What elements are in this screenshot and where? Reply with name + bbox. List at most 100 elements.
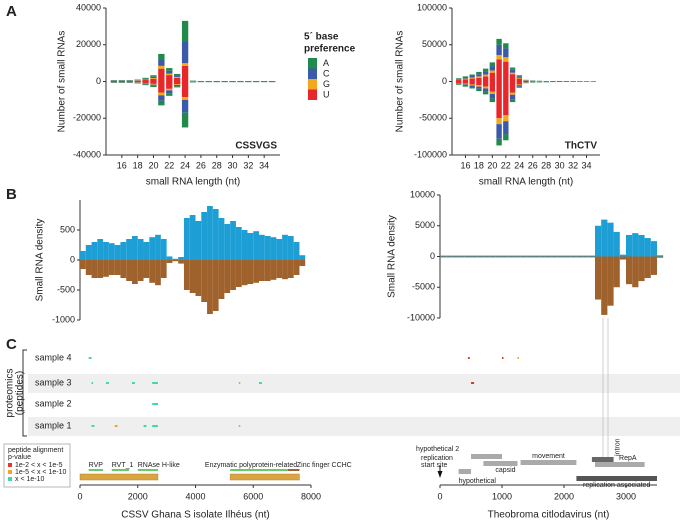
density-bar [183,260,190,290]
peptide [238,425,241,427]
x-tick-label: 32 [568,160,578,170]
legend-title: p-value [8,454,31,461]
x-tick-label: 16 [460,160,470,170]
density-bar [247,233,254,260]
bar-segment [503,57,509,62]
peptide [91,425,95,427]
bar-segment [456,81,462,83]
bar-segment [462,85,469,87]
bar-segment [476,77,482,82]
bar-segment [496,138,502,146]
density-bar [207,206,213,260]
density-bar [626,234,633,257]
feature-bar [111,469,130,471]
density-bar [440,256,447,258]
density-bar [458,256,465,258]
y-tick-label: -100000 [414,149,447,159]
proteomics-label: proteomics [5,369,16,418]
bar-segment [110,81,118,83]
bar-segment [496,38,502,45]
x-tick-label: 2000 [128,491,148,501]
bar-segment [462,81,469,84]
legend-label: x < 1e-10 [15,476,44,483]
bar-segment [516,85,522,87]
density-bar [207,260,213,314]
bar-segment [489,66,496,71]
bar-segment [134,82,141,84]
y-tick-label: 500 [60,224,75,234]
x-tick-label: 4000 [185,491,205,501]
sample-label: sample 2 [35,398,72,408]
density-bar [489,256,496,258]
density-bar [626,256,633,285]
feature-bar [591,457,614,462]
x-tick-label: 1000 [492,491,512,501]
density-bar [644,256,651,279]
bar-segment [142,84,149,86]
bar-segment [174,77,181,82]
density-bar [539,255,546,257]
bar-segment [174,81,181,85]
density-bar [471,256,478,258]
density-bar [224,260,231,293]
bar-segment [166,90,173,94]
bar-segment [150,85,157,88]
bar-segment [516,76,522,78]
bar-segment [469,81,475,85]
x-tick-label: 18 [474,160,484,170]
bar-segment [181,65,189,82]
bar-segment [496,124,502,139]
bar-segment [482,81,489,87]
start-arrow [437,471,443,478]
bar-segment [476,86,482,89]
bar-segment [456,78,462,79]
bar-segment [489,62,496,67]
density-bar [178,260,184,264]
density-bar [126,260,132,281]
y-tick-label: -500 [57,284,75,294]
density-bar [259,234,265,260]
legend-label: 1e-5 < x < 1e-10 [15,469,66,476]
bar-segment [476,76,482,78]
feature-label: movement [532,453,565,460]
bar-segment [469,75,475,78]
bar-segment [509,69,516,73]
bar-segment [476,88,482,92]
bar-segment [158,81,165,93]
density-bar [520,255,527,257]
density-bar [595,225,602,257]
density-bar [201,260,208,302]
feature-label: replication associated [583,482,650,489]
bar-segment [523,80,529,82]
density-bar [172,258,179,260]
density-bar [502,255,509,257]
bar-segment [142,81,149,83]
y-axis-title: Number of small RNAs [57,31,68,133]
density-bar [570,256,577,258]
density-bar [241,230,248,260]
density-bar [259,260,265,281]
x-tick-label: 28 [212,160,222,170]
density-bar [638,256,645,282]
bar-segment [503,115,509,122]
bar-segment [166,88,173,91]
density-bar [471,255,478,257]
bar-segment [462,79,469,82]
peptide [152,382,158,384]
y-tick-label: 0 [70,254,75,264]
density-bar [276,239,283,260]
bar-segment [523,81,529,83]
panel-letter: A [6,3,17,20]
density-bar [114,260,121,275]
feature-label: RepA [619,455,637,462]
density-bar [477,256,484,258]
bar-segment [150,83,157,85]
density-bar [126,239,132,260]
pvalue-legend-box [3,443,71,488]
bar-segment [476,74,482,77]
bar-segment [456,84,462,85]
bar-segment [134,80,141,82]
density-bar [588,255,595,257]
bar-segment [516,86,522,88]
feature-label: intron [614,438,621,456]
